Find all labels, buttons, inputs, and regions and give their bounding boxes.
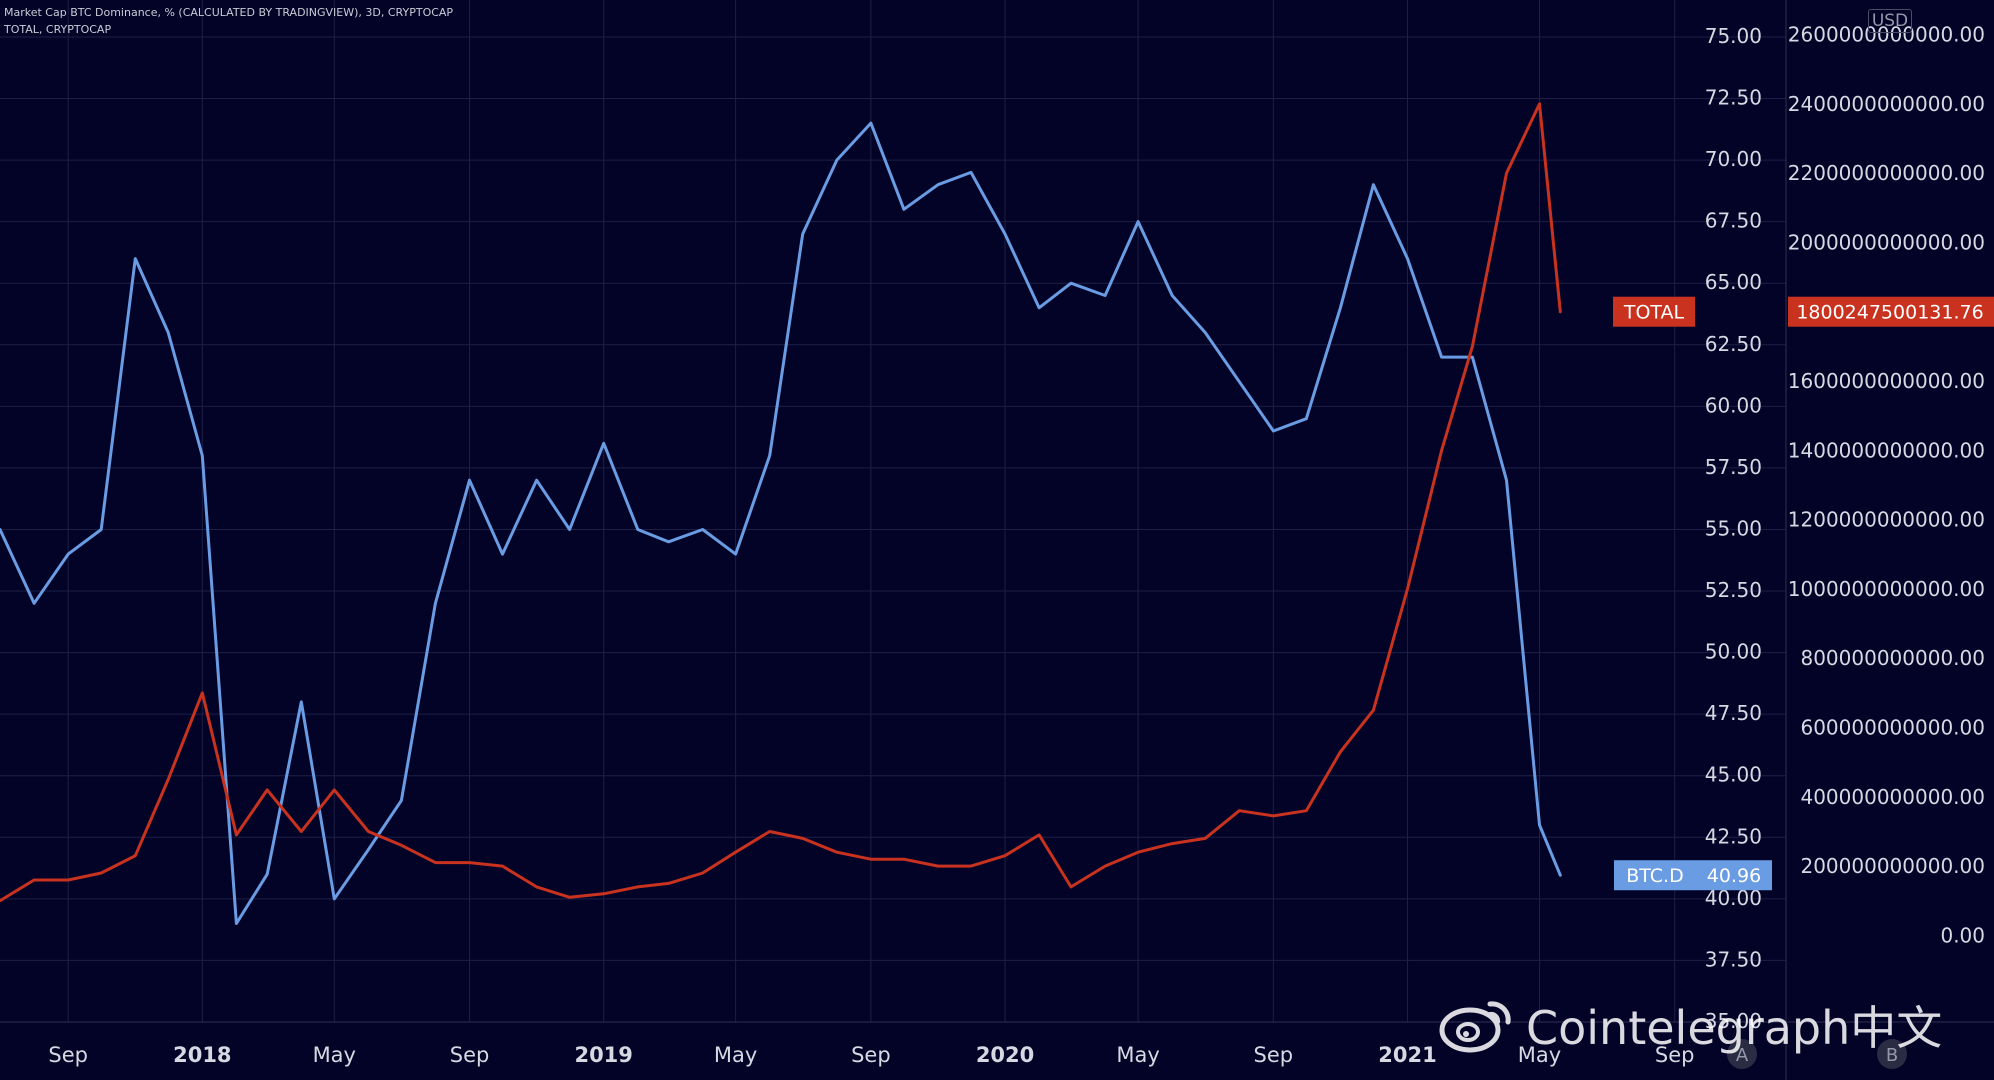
- watermark: Cointelegraph中文: [1436, 990, 1942, 1060]
- percent-tick-label: 45.00: [1705, 763, 1762, 787]
- usd-tick-label: 1000000000000.00: [1788, 577, 1985, 601]
- time-tick-label: Sep: [1655, 1043, 1695, 1067]
- time-tick-label: Sep: [450, 1043, 490, 1067]
- percent-tick-label: 50.00: [1705, 640, 1762, 664]
- usd-tick-label: 600000000000.00: [1800, 716, 1985, 740]
- time-tick-label: May: [1116, 1043, 1159, 1067]
- btc-dominance-last-value: 40.96: [1707, 865, 1761, 887]
- usd-tick-label: 1400000000000.00: [1788, 438, 1985, 462]
- time-tick-label: Sep: [851, 1043, 891, 1067]
- percent-tick-label: 62.50: [1705, 332, 1762, 356]
- usd-tick-label: 800000000000.00: [1800, 646, 1985, 670]
- time-tick-label: 2019: [574, 1043, 632, 1067]
- btc-dominance-line: [0, 121, 1562, 925]
- time-tick-label: Sep: [48, 1043, 88, 1067]
- percent-tick-label: 37.50: [1705, 947, 1762, 971]
- usd-tick-label: 2400000000000.00: [1788, 92, 1985, 116]
- usd-tick-label: 1600000000000.00: [1788, 369, 1985, 393]
- percent-tick-label: 35.00: [1705, 1009, 1762, 1033]
- percent-axis[interactable]: 35.0037.5040.0042.5045.0047.5050.0052.50…: [1705, 24, 1762, 1033]
- usd-tick-label: 2600000000000.00: [1788, 23, 1985, 47]
- percent-tick-label: 67.50: [1705, 209, 1762, 233]
- time-tick-label: 2020: [976, 1043, 1034, 1067]
- series-group: [0, 102, 1562, 925]
- percent-tick-label: 55.00: [1705, 516, 1762, 540]
- usd-tick-label: 200000000000.00: [1800, 854, 1985, 878]
- time-tick-label: Sep: [1254, 1043, 1294, 1067]
- currency-label[interactable]: USD: [1868, 9, 1912, 33]
- total-series-tag: [1613, 296, 1695, 327]
- percent-tick-label: 52.50: [1705, 578, 1762, 602]
- axis-badge-a: [1727, 1039, 1757, 1069]
- btc-dominance-last-value-tag: [1696, 860, 1772, 891]
- time-tick-label: May: [313, 1043, 356, 1067]
- percent-tick-label: 75.00: [1705, 24, 1762, 48]
- percent-tick-label: 72.50: [1705, 86, 1762, 110]
- axis-badge-label: A: [1736, 1045, 1749, 1066]
- time-tick-label: May: [1518, 1043, 1561, 1067]
- btc-dominance-series-tag-text: BTC.D: [1626, 865, 1683, 887]
- time-tick-label: 2018: [173, 1043, 231, 1067]
- usd-tick-label: 0.00: [1940, 923, 1985, 947]
- axis-badge-b: [1877, 1039, 1907, 1069]
- usd-tick-label: 1200000000000.00: [1788, 508, 1985, 532]
- percent-tick-label: 57.50: [1705, 455, 1762, 479]
- series-legend-btc-dominance[interactable]: Market Cap BTC Dominance, % (CALCULATED …: [4, 6, 454, 19]
- percent-tick-label: 60.00: [1705, 393, 1762, 417]
- usd-tick-label: 2000000000000.00: [1788, 231, 1985, 255]
- total-market-cap-line: [0, 102, 1562, 903]
- usd-tick-label: 400000000000.00: [1800, 785, 1985, 809]
- percent-tick-label: 47.50: [1705, 701, 1762, 725]
- last-value-labels: BTC.D 40.96 TOTAL 1800247500131.76: [1613, 296, 1994, 891]
- total-last-value-tag: [1788, 296, 1994, 327]
- usd-axis[interactable]: 0.00 200000000000.00 400000000000.00 600000…: [1788, 23, 1985, 948]
- watermark-text: Cointelegraph中文: [1526, 1001, 1943, 1055]
- weibo-logo-icon: [1439, 1001, 1511, 1053]
- total-last-value: 1800247500131.76: [1796, 302, 1983, 324]
- btc-dominance-series-tag: [1614, 860, 1696, 891]
- axis-badge-label: B: [1886, 1045, 1898, 1066]
- total-series-tag-text: TOTAL: [1623, 302, 1685, 324]
- time-axis[interactable]: Sep 2018 May Sep 2019 May Sep 2020 May Sep 2021 May…: [48, 1043, 1694, 1067]
- percent-tick-label: 65.00: [1705, 270, 1762, 294]
- percent-tick-label: 42.50: [1705, 824, 1762, 848]
- usd-tick-label: 2200000000000.00: [1788, 161, 1985, 185]
- time-tick-label: 2021: [1378, 1043, 1436, 1067]
- series-legend-total[interactable]: TOTAL, CRYPTOCAP: [4, 23, 112, 36]
- time-tick-label: May: [714, 1043, 757, 1067]
- percent-tick-label: 70.00: [1705, 147, 1762, 171]
